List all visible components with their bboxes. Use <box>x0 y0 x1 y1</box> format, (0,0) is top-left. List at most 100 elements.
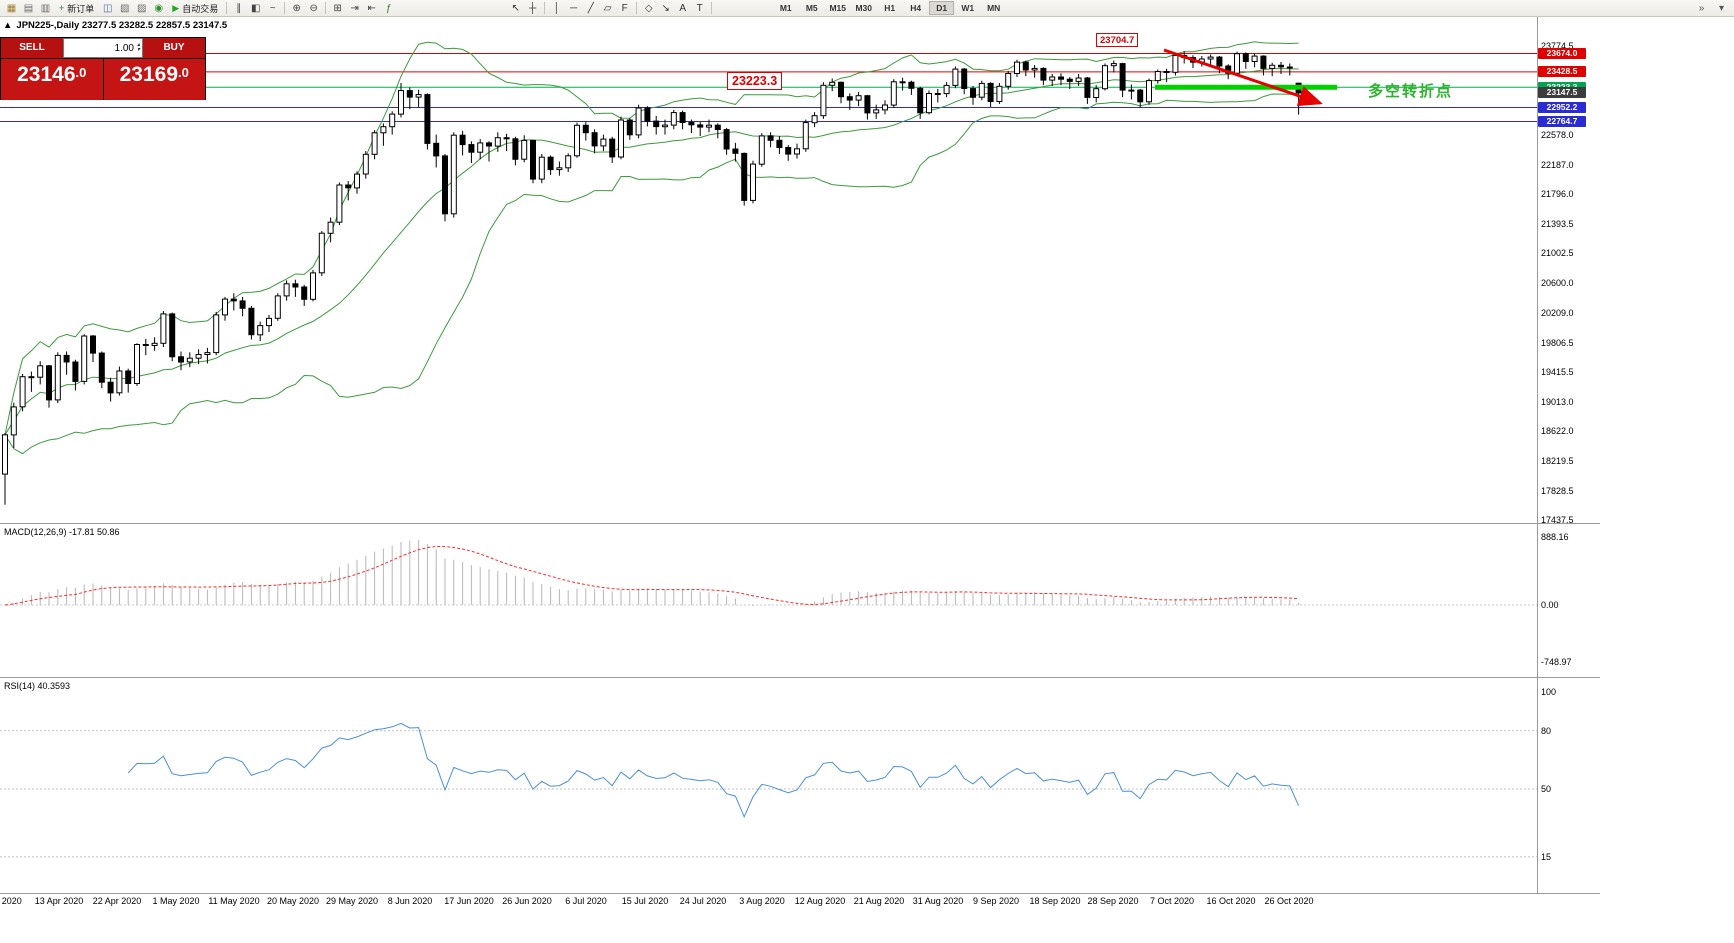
timeframe-d1[interactable]: D1 <box>929 1 955 15</box>
candle-body <box>626 119 633 136</box>
market-watch-icon[interactable]: ◫ <box>103 2 113 14</box>
fibonacci-icon[interactable]: F <box>621 2 628 14</box>
support-price-annotation[interactable]: 23223.3 <box>727 72 783 90</box>
macd-axis-tick: -748.97 <box>1541 657 1572 667</box>
date-axis-label: 20 May 2020 <box>266 896 320 906</box>
timeframe-m15[interactable]: M15 <box>829 3 846 13</box>
candle-body <box>90 335 96 354</box>
candle-body <box>574 124 580 157</box>
indicators-icon[interactable]: ƒ <box>385 2 392 14</box>
candle-body <box>714 124 721 130</box>
sell-button[interactable]: SELL <box>1 38 63 58</box>
data-window-icon[interactable]: ▧ <box>120 2 130 14</box>
sell-price-button[interactable]: 23146 .0 <box>1 59 103 100</box>
candle-body <box>151 342 158 346</box>
arrows-tool-icon[interactable]: ↘ <box>661 2 670 14</box>
candle-body <box>723 129 730 150</box>
new-chart-icon[interactable]: ▦ <box>6 2 17 14</box>
candle-body <box>301 286 308 300</box>
chart-profiles-icon[interactable]: ▤ <box>23 2 34 14</box>
candle-body <box>1207 56 1214 60</box>
chart-shift-icon[interactable]: ⇤ <box>367 2 376 14</box>
timeframe-h1[interactable]: H1 <box>884 3 896 13</box>
open-file-icon[interactable]: ▥ <box>40 2 51 14</box>
toolbar-more-icon[interactable]: » <box>1698 3 1705 14</box>
date-axis-label: 22 Apr 2020 <box>92 896 142 906</box>
rsi-axis-tick: 15 <box>1541 852 1552 862</box>
timeframe-m1[interactable]: M1 <box>779 3 792 13</box>
buy-button[interactable]: BUY <box>143 38 205 58</box>
candle-body <box>433 142 440 157</box>
candle-body <box>424 94 431 144</box>
candle-body <box>838 81 844 98</box>
date-axis-label: 15 Jul 2020 <box>621 896 669 906</box>
candle-body <box>1040 67 1047 81</box>
candle-body <box>732 148 739 154</box>
candle-body <box>1163 71 1170 73</box>
candle-body <box>2 434 8 475</box>
peak-price-annotation[interactable]: 23704.7 <box>1096 33 1139 47</box>
candle-body <box>442 155 448 215</box>
candle-body <box>934 93 941 95</box>
price-axis-tick: 19013.0 <box>1541 397 1574 407</box>
rsi-axis-tick: 80 <box>1541 726 1552 736</box>
candle-body <box>697 124 704 128</box>
volume-down-icon[interactable]: ▾ <box>136 47 140 53</box>
timeframe-w1[interactable]: W1 <box>961 3 975 13</box>
candle-body <box>19 376 26 408</box>
candle-body <box>389 113 396 128</box>
date-axis-label: 6 Apr 2020 <box>0 896 22 906</box>
macd-pane[interactable] <box>0 524 1537 677</box>
buy-price-button[interactable]: 23169 .0 <box>103 59 205 100</box>
timeframe-m30[interactable]: M30 <box>855 3 872 13</box>
navigator-icon[interactable]: ▨ <box>137 2 147 14</box>
auto-scroll-icon[interactable]: ⇥ <box>350 2 359 14</box>
candle-body <box>142 344 149 346</box>
volume-stepper[interactable]: ▴ ▾ <box>136 42 140 53</box>
zoom-in-icon[interactable]: ⊕ <box>292 2 301 14</box>
timeframe-m5[interactable]: M5 <box>805 3 818 13</box>
autotrade-button[interactable]: ▶ 自动交易 <box>167 1 223 16</box>
text-tool-icon[interactable]: A <box>679 2 687 14</box>
timeframe-h4[interactable]: H4 <box>910 3 922 13</box>
candle-body <box>503 137 510 140</box>
strategy-tester-icon[interactable]: ◉ <box>154 2 164 14</box>
trend-arrow[interactable] <box>1163 48 1323 107</box>
candle-body <box>222 298 228 316</box>
label-tool-icon[interactable]: T <box>696 2 703 14</box>
candlestick-chart-icon[interactable]: ◧ <box>250 2 261 14</box>
line-chart-icon[interactable]: ~ <box>269 2 276 14</box>
candle-body <box>406 90 413 98</box>
new-order-button[interactable]: + 新订单 <box>54 1 99 16</box>
date-axis-label: 17 Jun 2020 <box>444 896 494 906</box>
turning-point-note[interactable]: 多空转折点 <box>1368 83 1454 100</box>
candle-body <box>274 295 281 319</box>
zoom-out-icon[interactable]: ⊖ <box>309 2 318 14</box>
price-axis-tick: 20209.0 <box>1541 308 1574 318</box>
candle-body <box>750 163 756 201</box>
candle-body <box>908 81 915 89</box>
main-price-chart[interactable] <box>0 17 1537 523</box>
crosshair-icon[interactable]: ┼ <box>529 2 537 14</box>
volume-up-icon[interactable]: ▴ <box>136 42 140 48</box>
timeframe-mn[interactable]: MN <box>987 3 1001 13</box>
bar-chart-icon[interactable]: ∥ <box>236 2 242 14</box>
price-axis-badge: 23674.0 <box>1538 48 1586 59</box>
channel-icon[interactable]: ▱ <box>603 2 612 14</box>
toolbar-customize-icon[interactable]: ▾ <box>1718 3 1725 14</box>
tile-windows-icon[interactable]: ⊞ <box>333 2 342 14</box>
pane-separator[interactable] <box>0 523 1600 524</box>
shapes-icon[interactable]: ◇ <box>644 2 653 14</box>
toolbar-separator <box>544 2 546 14</box>
vertical-line-icon[interactable]: │ <box>553 2 560 14</box>
rsi-pane[interactable] <box>0 678 1537 893</box>
cursor-icon[interactable]: ↖ <box>511 2 520 14</box>
candle-body <box>538 156 545 180</box>
volume-input[interactable]: 1.00 ▴ ▾ <box>63 38 143 58</box>
trendline-icon[interactable]: ╱ <box>587 2 594 14</box>
horizontal-line-icon[interactable]: ─ <box>570 2 578 14</box>
candle-body <box>741 152 748 201</box>
pane-separator[interactable] <box>0 677 1600 678</box>
toolbar-separator <box>711 2 713 14</box>
